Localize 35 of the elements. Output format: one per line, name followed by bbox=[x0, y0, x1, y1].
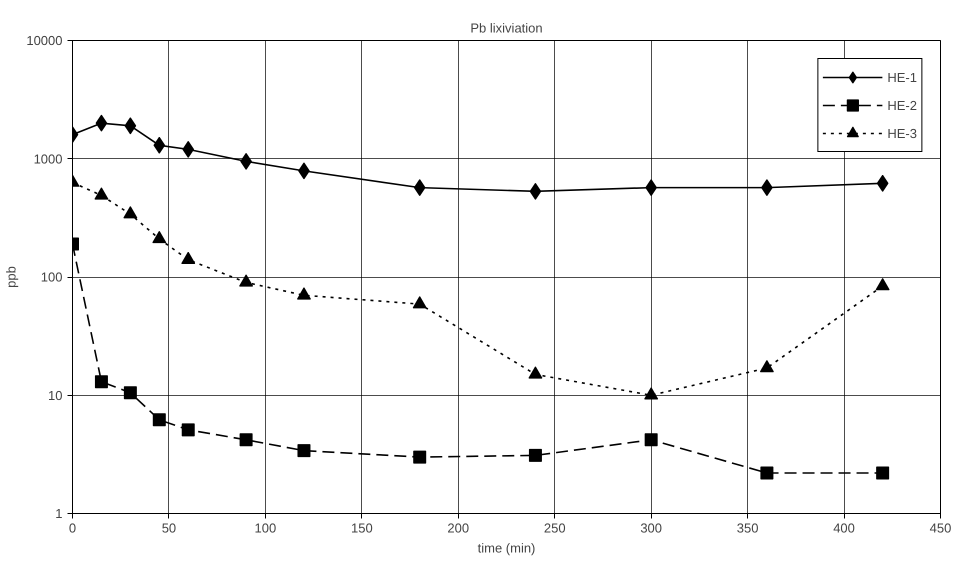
x-tick-label: 300 bbox=[640, 520, 662, 536]
point bbox=[152, 413, 166, 426]
x-tick-label: 0 bbox=[68, 520, 76, 536]
x-tick-label: 200 bbox=[447, 520, 470, 536]
x-tick-label: 450 bbox=[930, 520, 952, 536]
x-tick-label: 250 bbox=[544, 520, 566, 536]
y-tick-label: 1000 bbox=[34, 151, 62, 166]
point bbox=[413, 450, 426, 464]
point bbox=[644, 433, 658, 446]
point bbox=[760, 466, 774, 480]
legend-label: HE-1 bbox=[887, 68, 917, 86]
point bbox=[153, 136, 166, 154]
point bbox=[297, 444, 310, 458]
point bbox=[528, 448, 542, 462]
y-axis-title: ppb bbox=[3, 266, 18, 288]
x-axis-title: time (min) bbox=[478, 540, 536, 556]
legend-label: HE-2 bbox=[887, 96, 917, 114]
chart-title: Pb lixiviation bbox=[470, 20, 543, 36]
y-tick-label: 10 bbox=[48, 388, 63, 403]
y-tick-label: 10000 bbox=[26, 33, 63, 48]
point bbox=[182, 140, 194, 158]
legend-label: HE-3 bbox=[887, 124, 917, 142]
x-tick-label: 50 bbox=[162, 520, 176, 536]
point bbox=[94, 375, 108, 388]
point bbox=[240, 433, 253, 446]
point bbox=[124, 386, 137, 400]
point bbox=[414, 179, 426, 196]
point bbox=[182, 423, 195, 436]
x-tick-label: 400 bbox=[833, 520, 855, 536]
y-tick-label: 100 bbox=[40, 270, 63, 284]
x-tick-label: 350 bbox=[736, 520, 758, 536]
y-tick-label: 1 bbox=[55, 506, 63, 521]
point bbox=[876, 466, 890, 480]
x-tick-label: 150 bbox=[350, 520, 373, 536]
x-tick-label: 100 bbox=[254, 520, 276, 536]
